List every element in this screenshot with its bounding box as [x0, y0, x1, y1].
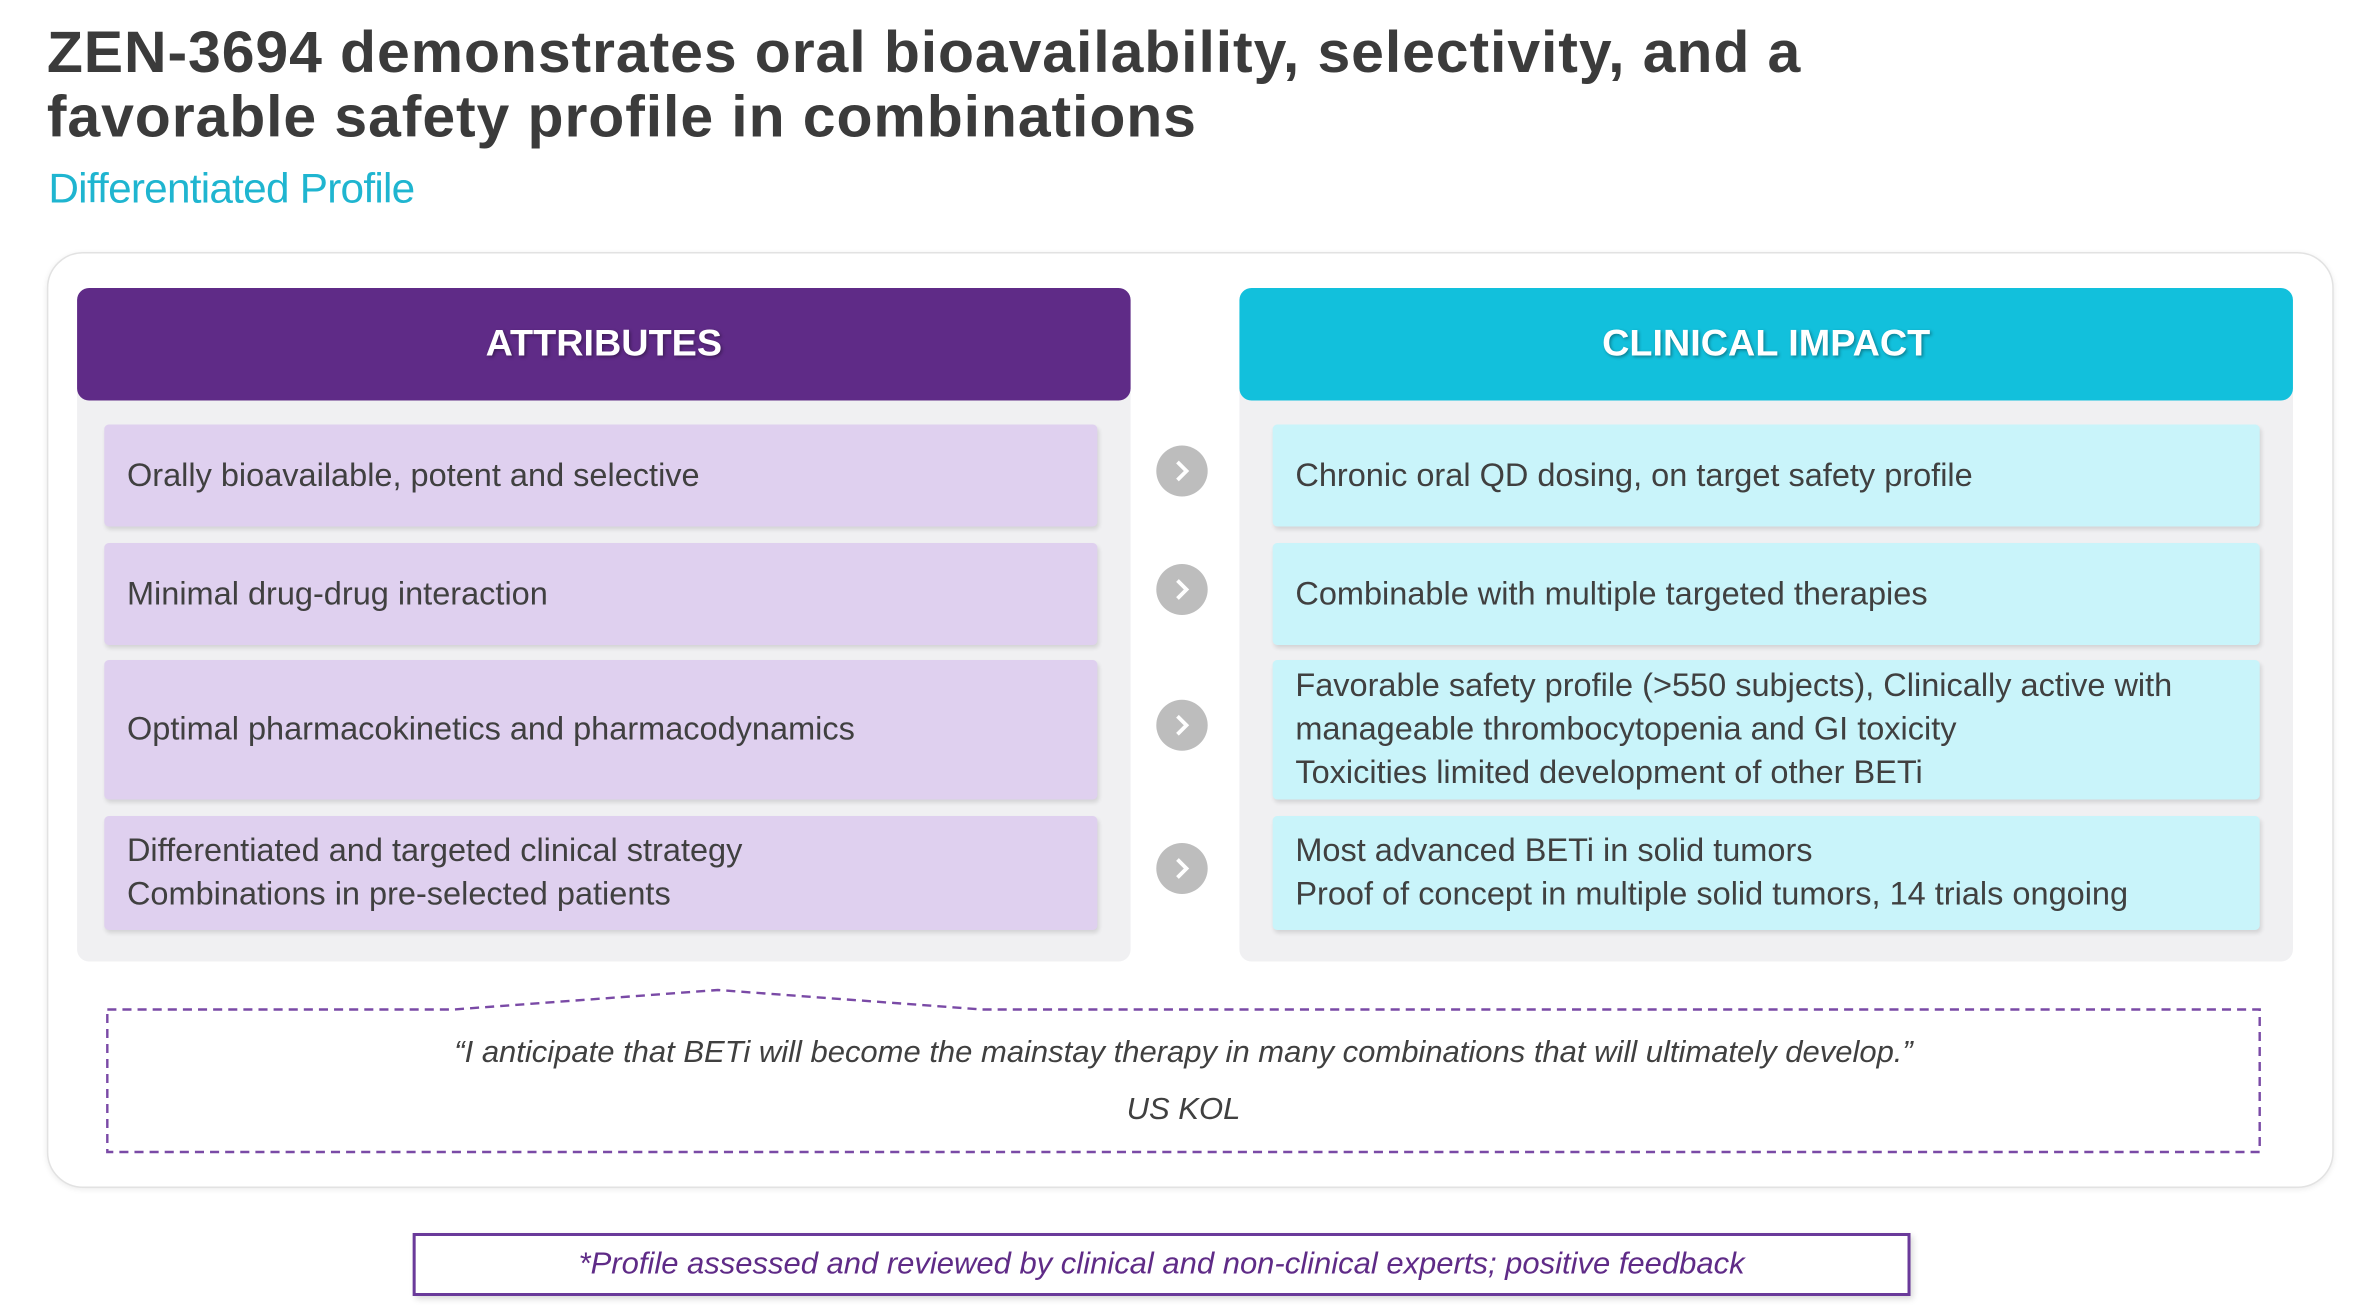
- arrow: [1156, 843, 1208, 894]
- item-line: Minimal drug-drug interaction: [126, 575, 548, 612]
- title-line: ZEN-3694 demonstrates oral bioavailabili…: [46, 21, 1802, 86]
- attribute-item: Differentiated and targeted clinical str…: [104, 816, 1098, 930]
- arrow: [1156, 564, 1208, 615]
- impact-heading: CLINICAL IMPACT: [1239, 288, 2293, 401]
- subtitle: Differentiated Profile: [48, 165, 415, 212]
- impact-item: Combinable with multiple targeted therap…: [1272, 543, 2260, 645]
- item-line: Combinations in pre-selected patients: [126, 876, 671, 912]
- item-line: Orally bioavailable, potent and selectiv…: [126, 456, 700, 493]
- quote-source: US KOL: [1126, 1092, 1241, 1127]
- attribute-item: Optimal pharmacokinetics and pharmacodyn…: [104, 660, 1098, 800]
- footnote: *Profile assessed and reviewed by clinic…: [412, 1233, 1911, 1296]
- item-line: Favorable safety profile (>550 subjects)…: [1295, 667, 2173, 704]
- item-line: Optimal pharmacokinetics and pharmacodyn…: [126, 711, 855, 747]
- attribute-item: Minimal drug-drug interaction: [104, 543, 1098, 645]
- item-line: Combinable with multiple targeted therap…: [1295, 575, 1928, 612]
- impact-item: Favorable safety profile (>550 subjects)…: [1272, 660, 2260, 800]
- quote-text: “I anticipate that BETi will become the …: [454, 1035, 1913, 1070]
- quote-frame: [106, 988, 2261, 1154]
- item-line: Proof of concept in multiple solid tumor…: [1295, 876, 2129, 912]
- item-line: Chronic oral QD dosing, on target safety…: [1295, 456, 1973, 493]
- item-line: Toxicities limited development of other …: [1295, 754, 1923, 791]
- attribute-item: Orally bioavailable, potent and selectiv…: [104, 424, 1098, 527]
- item-line: Differentiated and targeted clinical str…: [126, 832, 743, 869]
- title: ZEN-3694 demonstrates oral bioavailabili…: [47, 21, 1801, 150]
- title-line: favorable safety profile in combinations: [46, 85, 1197, 151]
- attributes-heading: ATTRIBUTES: [77, 288, 1131, 401]
- arrow: [1156, 445, 1208, 497]
- item-line: Most advanced BETi in solid tumors: [1295, 832, 1813, 869]
- arrow: [1156, 699, 1208, 751]
- impact-item: Most advanced BETi in solid tumors Proof …: [1272, 816, 2260, 930]
- item-line: manageable thrombocytopenia and GI toxic…: [1295, 711, 1957, 747]
- impact-item: Chronic oral QD dosing, on target safety…: [1272, 424, 2260, 527]
